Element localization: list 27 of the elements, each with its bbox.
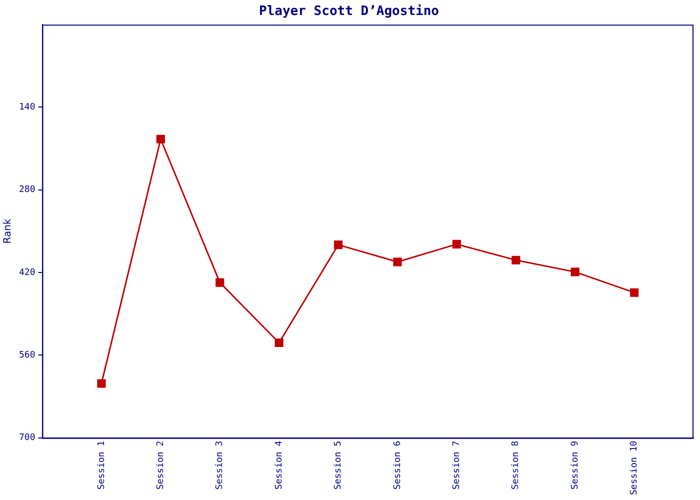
point — [274, 338, 284, 348]
y-tick-label: 280 — [18, 185, 36, 196]
y-tick-label: 560 — [18, 350, 36, 361]
y-tick-label: 700 — [18, 433, 36, 444]
point — [216, 278, 224, 287]
x-tick-label: Session 10 — [630, 440, 640, 496]
point — [452, 240, 461, 248]
x-tick-label: Session 4 — [274, 440, 284, 490]
chart-title: Player Scott D’Agostino — [258, 4, 440, 20]
y-axis-title: Rank — [2, 218, 14, 244]
x-tick-label: Session 3 — [215, 440, 226, 490]
point — [393, 258, 402, 266]
x-tick-label: Session 7 — [452, 440, 462, 490]
x-tick-label: Session 2 — [156, 440, 166, 490]
x-tick-label: Session 8 — [511, 440, 522, 490]
point — [512, 256, 520, 264]
x-tick-label: Session 6 — [392, 440, 403, 490]
point — [97, 379, 106, 388]
x-tick-label: Session 1 — [96, 440, 107, 490]
x-tick-label: Session 5 — [334, 440, 344, 490]
point — [570, 268, 580, 276]
point — [156, 134, 165, 144]
y-tick-label: 420 — [18, 268, 36, 278]
point — [334, 240, 343, 250]
y-tick-label: 140 — [18, 102, 36, 113]
x-tick-label: Session 9 — [570, 440, 580, 490]
point — [630, 288, 639, 297]
